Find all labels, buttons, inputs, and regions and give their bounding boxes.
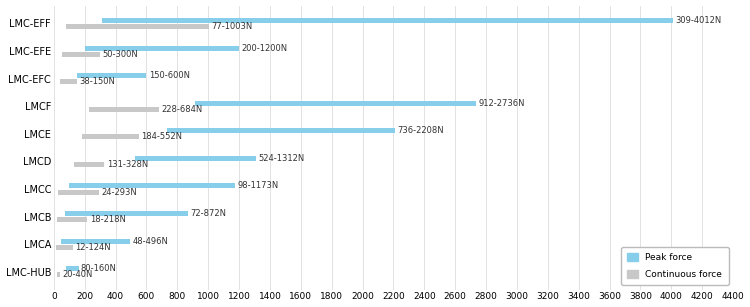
Text: 77-1003N: 77-1003N	[211, 22, 252, 31]
Text: 18-218N: 18-218N	[90, 215, 126, 224]
Bar	[66, 266, 79, 271]
Bar	[56, 245, 73, 250]
Text: 131-328N: 131-328N	[106, 160, 148, 169]
Bar	[58, 189, 99, 195]
Bar	[194, 101, 476, 106]
Bar	[74, 162, 104, 167]
Bar	[82, 134, 139, 139]
Text: 228-684N: 228-684N	[162, 105, 203, 114]
Bar	[89, 107, 160, 112]
Bar	[101, 18, 674, 23]
Bar	[85, 45, 239, 51]
Bar	[62, 52, 100, 56]
Text: 72-872N: 72-872N	[190, 209, 226, 218]
Text: 20-40N: 20-40N	[62, 270, 93, 279]
Bar	[69, 184, 235, 188]
Legend: Peak force, Continuous force: Peak force, Continuous force	[621, 247, 728, 285]
Bar	[56, 217, 88, 222]
Text: 48-496N: 48-496N	[133, 237, 169, 246]
Text: 912-2736N: 912-2736N	[478, 99, 525, 108]
Bar	[167, 128, 394, 133]
Text: 200-1200N: 200-1200N	[242, 44, 287, 52]
Text: 736-2208N: 736-2208N	[397, 126, 444, 135]
Text: 12-124N: 12-124N	[75, 243, 111, 252]
Bar	[65, 211, 188, 216]
Bar	[135, 156, 256, 161]
Bar	[77, 73, 146, 78]
Text: 98-1173N: 98-1173N	[237, 181, 278, 190]
Bar	[62, 239, 130, 243]
Text: 50-300N: 50-300N	[103, 50, 138, 59]
Bar	[57, 272, 60, 277]
Text: 309-4012N: 309-4012N	[676, 16, 722, 25]
Text: 24-293N: 24-293N	[101, 188, 137, 196]
Text: 150-600N: 150-600N	[148, 71, 190, 80]
Text: 38-150N: 38-150N	[80, 77, 116, 86]
Bar	[66, 24, 209, 29]
Bar	[60, 79, 77, 84]
Text: 524-1312N: 524-1312N	[259, 154, 305, 163]
Text: 80-160N: 80-160N	[81, 264, 117, 273]
Text: 184-552N: 184-552N	[141, 132, 182, 141]
